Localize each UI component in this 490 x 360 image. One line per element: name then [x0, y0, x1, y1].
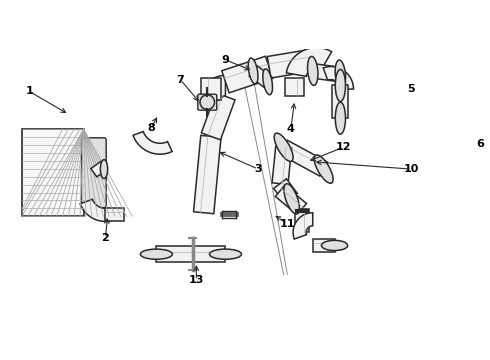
Text: 6: 6 [476, 139, 484, 149]
Polygon shape [332, 85, 348, 118]
Text: 11: 11 [279, 219, 295, 229]
Polygon shape [285, 78, 304, 96]
FancyBboxPatch shape [81, 138, 106, 208]
Bar [22, 129, 84, 216]
Polygon shape [201, 75, 225, 100]
Polygon shape [313, 239, 335, 252]
Polygon shape [222, 56, 273, 93]
Polygon shape [105, 208, 123, 221]
Polygon shape [201, 93, 235, 140]
Text: 12: 12 [336, 142, 351, 152]
Text: 8: 8 [147, 123, 155, 132]
Polygon shape [323, 67, 353, 89]
Text: 13: 13 [189, 275, 204, 285]
Polygon shape [286, 48, 332, 76]
Text: 3: 3 [254, 164, 262, 174]
Polygon shape [156, 246, 225, 262]
Polygon shape [272, 147, 292, 184]
Polygon shape [133, 131, 172, 154]
Text: 9: 9 [221, 55, 229, 65]
Ellipse shape [308, 57, 318, 85]
Polygon shape [273, 179, 297, 203]
Ellipse shape [263, 69, 272, 95]
Ellipse shape [284, 184, 299, 214]
Polygon shape [268, 49, 315, 78]
FancyBboxPatch shape [198, 94, 217, 110]
Ellipse shape [200, 95, 215, 109]
Ellipse shape [314, 155, 333, 183]
Text: 10: 10 [403, 164, 418, 174]
Ellipse shape [335, 102, 345, 134]
Ellipse shape [140, 249, 172, 259]
Polygon shape [275, 185, 306, 215]
Polygon shape [249, 66, 271, 87]
Text: 1: 1 [25, 86, 33, 96]
Ellipse shape [335, 69, 345, 102]
Polygon shape [80, 199, 110, 221]
Ellipse shape [248, 58, 258, 84]
Ellipse shape [274, 133, 293, 161]
Polygon shape [293, 213, 313, 239]
Polygon shape [280, 140, 327, 176]
Text: 5: 5 [407, 84, 415, 94]
Ellipse shape [321, 240, 348, 251]
Polygon shape [294, 209, 309, 232]
Text: 7: 7 [176, 75, 184, 85]
Ellipse shape [100, 159, 108, 179]
Polygon shape [91, 161, 107, 177]
Ellipse shape [335, 60, 345, 89]
Polygon shape [312, 64, 342, 82]
Text: 4: 4 [287, 124, 295, 134]
Text: 2: 2 [101, 233, 109, 243]
Polygon shape [201, 78, 221, 100]
Ellipse shape [209, 249, 242, 259]
Polygon shape [194, 135, 221, 214]
